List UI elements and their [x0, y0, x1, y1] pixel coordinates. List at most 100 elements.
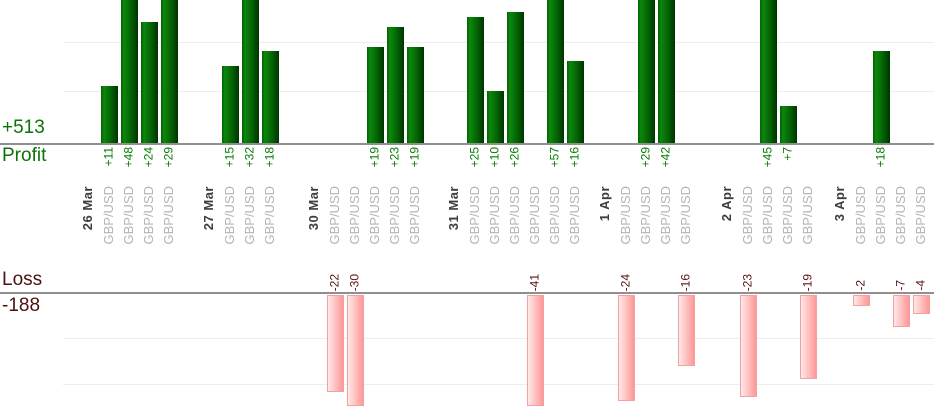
loss-value-label: -2 [853, 280, 868, 291]
profit-value-label: +48 [121, 147, 136, 168]
symbol-label: GBP/USD [852, 186, 868, 245]
profit-bar [759, 0, 777, 143]
date-label: 27 Mar [200, 186, 216, 231]
profit-bar [261, 51, 279, 143]
symbol-label: GBP/USD [120, 186, 136, 245]
profit-bar [366, 47, 384, 143]
profit-value-label: +32 [242, 147, 257, 168]
loss-value-label: -24 [618, 273, 633, 291]
profit-bar [506, 12, 524, 143]
symbol-label: GBP/USD [739, 186, 755, 245]
loss-value-label: -16 [678, 273, 693, 291]
profit-value-label: +19 [407, 147, 422, 168]
symbol-label: GBP/USD [637, 186, 653, 245]
profit-axis-title: Profit [2, 145, 47, 166]
symbol-label: GBP/USD [566, 186, 582, 245]
symbol-label: GBP/USD [872, 186, 888, 245]
symbol-label: GBP/USD [759, 186, 775, 245]
loss-value-label: -4 [913, 280, 928, 291]
profit-value-label: +18 [873, 147, 888, 168]
profit-bar [486, 91, 504, 143]
loss-bar [326, 295, 344, 392]
symbol-label: GBP/USD [466, 186, 482, 245]
loss-value-label: -23 [740, 273, 755, 291]
profit-value-label: +57 [547, 147, 562, 168]
symbol-label: GBP/USD [406, 186, 422, 245]
profit-bar [406, 47, 424, 143]
profit-bar [100, 86, 118, 143]
symbol-label: GBP/USD [617, 186, 633, 245]
profit-value-label: +29 [161, 147, 176, 168]
symbol-label: GBP/USD [799, 186, 815, 245]
profit-gridline [63, 42, 934, 43]
loss-value-label: -22 [327, 273, 342, 291]
symbol-label: GBP/USD [912, 186, 928, 245]
symbol-label: GBP/USD [526, 186, 542, 245]
symbol-label: GBP/USD [386, 186, 402, 245]
symbol-label: GBP/USD [140, 186, 156, 245]
symbol-label: GBP/USD [100, 186, 116, 245]
symbol-label: GBP/USD [160, 186, 176, 245]
loss-value-label: -30 [347, 273, 362, 291]
loss-bar [617, 295, 635, 401]
profit-value-label: +18 [262, 147, 277, 168]
profit-bar [872, 51, 890, 143]
profit-bar [637, 0, 655, 143]
symbol-label: GBP/USD [261, 186, 277, 245]
profit-bar [221, 66, 239, 143]
symbol-label: GBP/USD [506, 186, 522, 245]
symbol-label: GBP/USD [892, 186, 908, 245]
profit-bar [466, 17, 484, 143]
loss-bar [677, 295, 695, 366]
loss-value-label: -19 [800, 273, 815, 291]
date-label: 3 Apr [831, 186, 847, 222]
profit-value-label: +45 [760, 147, 775, 168]
loss-axis-title: Loss [2, 269, 43, 290]
symbol-label: GBP/USD [677, 186, 693, 245]
profit-bar [160, 0, 178, 143]
date-label: 2 Apr [718, 186, 734, 222]
profit-axis-line [0, 143, 934, 145]
loss-bar [912, 295, 930, 314]
loss-bar [739, 295, 757, 397]
profit-bar [386, 27, 404, 143]
loss-gridline [63, 338, 934, 339]
symbol-label: GBP/USD [221, 186, 237, 245]
profit-value-label: +24 [141, 147, 156, 168]
profit-value-label: +26 [507, 147, 522, 168]
profit-bar [241, 0, 259, 143]
date-label: 1 Apr [596, 186, 612, 222]
loss-bar [346, 295, 364, 406]
profit-bar [657, 0, 675, 143]
profit-value-label: +11 [101, 147, 116, 167]
loss-total: -188 [2, 295, 41, 316]
date-label: 26 Mar [79, 186, 95, 231]
loss-value-label: -7 [893, 280, 908, 291]
profit-value-label: +15 [222, 147, 237, 168]
profit-value-label: +25 [467, 147, 482, 168]
symbol-label: GBP/USD [486, 186, 502, 245]
profit-value-label: +23 [387, 147, 402, 168]
symbol-label: GBP/USD [326, 186, 342, 245]
loss-gridline [63, 384, 934, 385]
profit-bar [140, 22, 158, 143]
loss-value-label: -41 [527, 273, 542, 291]
date-label: 31 Mar [445, 186, 461, 231]
profit-total: +513 [2, 117, 45, 138]
profit-value-label: +16 [567, 147, 582, 168]
profit-value-label: +7 [780, 147, 795, 161]
loss-axis-line [0, 292, 934, 294]
symbol-label: GBP/USD [779, 186, 795, 245]
symbol-label: GBP/USD [241, 186, 257, 245]
profit-bar [779, 106, 797, 143]
profit-value-label: +29 [638, 147, 653, 168]
profit-value-label: +19 [367, 147, 382, 168]
profit-bar [120, 0, 138, 143]
symbol-label: GBP/USD [346, 186, 362, 245]
loss-bar [799, 295, 817, 379]
symbol-label: GBP/USD [366, 186, 382, 245]
date-label: 30 Mar [305, 186, 321, 231]
loss-bar [892, 295, 910, 327]
profit-bar [546, 0, 564, 143]
